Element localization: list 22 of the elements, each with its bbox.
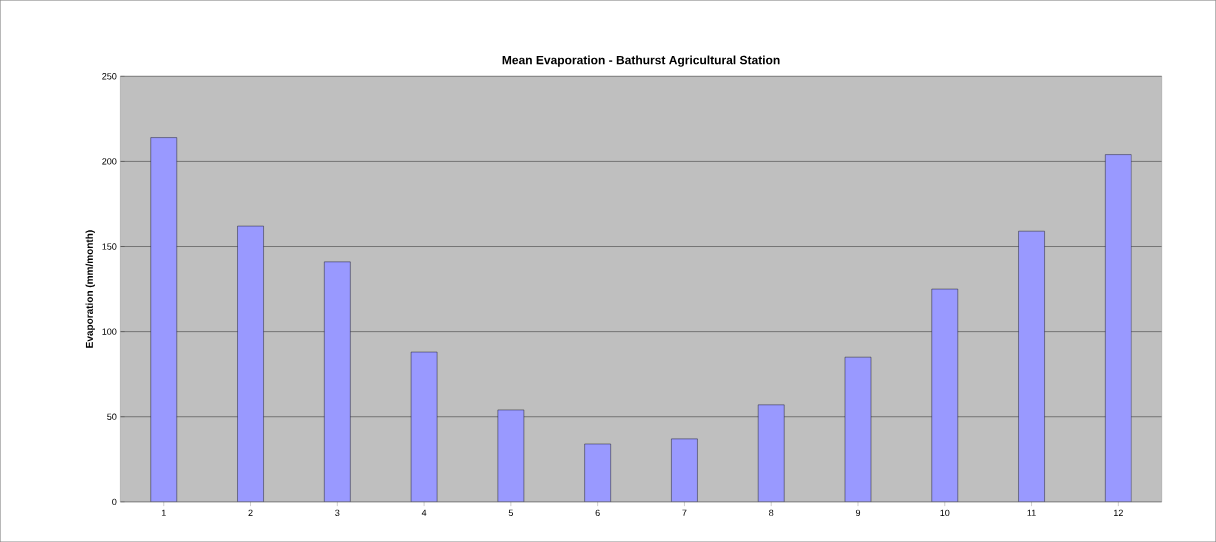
- chart-title: Mean Evaporation - Bathurst Agricultural Station: [502, 55, 780, 67]
- x-tick-label: 10: [940, 509, 950, 517]
- x-tick-label: 2: [248, 509, 253, 516]
- x-tick-label: 1: [161, 509, 166, 516]
- y-tick-label: 150: [102, 243, 117, 250]
- x-tick-label: 4: [421, 509, 427, 516]
- bar: [671, 438, 698, 502]
- x-tick-label: 8: [769, 509, 774, 517]
- x-tick-label: 9: [855, 509, 861, 517]
- x-tick-label: 3: [335, 509, 340, 517]
- y-axis-title: Evaporation (mm/month): [85, 230, 95, 348]
- x-tick-label: 5: [508, 509, 513, 516]
- y-tick-label: 200: [102, 158, 117, 165]
- x-tick-label: 11: [1027, 509, 1036, 516]
- y-tick-label: 250: [102, 73, 117, 80]
- y-tick-label: 100: [102, 328, 117, 335]
- x-tick-label: 6: [595, 509, 600, 517]
- x-tick-label: 12: [1114, 509, 1123, 516]
- bar: [584, 443, 611, 502]
- x-tick-label: 7: [682, 509, 687, 516]
- y-tick-label: 0: [112, 498, 117, 506]
- y-tick-label: 50: [107, 413, 117, 420]
